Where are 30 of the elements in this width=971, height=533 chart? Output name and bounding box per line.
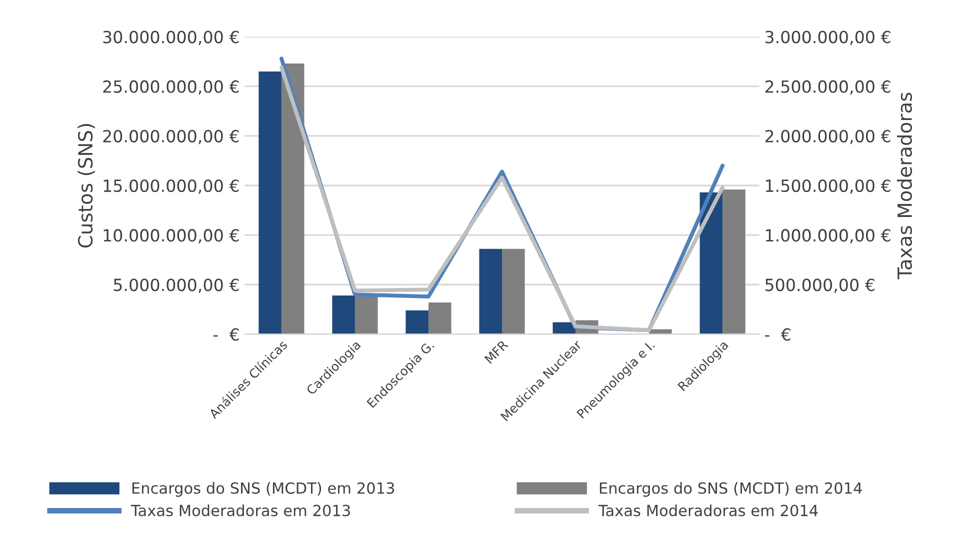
y-tick-label: 15.000.000,00 € (104, 179, 239, 194)
y2-tick-label: 500.000,00 € (765, 278, 874, 293)
y2-tick-label: 1.000.000,00 € (766, 229, 890, 244)
bar (332, 296, 355, 334)
bar (354, 294, 378, 334)
y2-axis-title: Taxas Moderadoras (896, 92, 912, 280)
bar (722, 189, 746, 334)
y-axis-title: Custos (SNS) (78, 124, 95, 248)
y-tick-label: 25.000.000,00 € (103, 80, 239, 95)
bar (406, 310, 428, 334)
legend-label: Encargos do SNS (MCDT) em 2013 (132, 482, 394, 497)
bar (428, 302, 452, 334)
y2-tick-label: 3.000.000,00 € (765, 30, 890, 46)
bar (502, 248, 525, 334)
y-tick-label: 30.000.000,00 € (103, 30, 239, 46)
legend-label: Encargos do SNS (MCDT) em 2014 (600, 482, 862, 497)
y2-tick-label: - € (765, 328, 790, 341)
bar (479, 248, 502, 334)
y2-tick-label: 2.500.000,00 € (765, 80, 890, 95)
y-tick-label: 20.000.000,00 € (103, 130, 239, 144)
bar (258, 71, 282, 334)
y-tick-label: 5.000.000,00 € (114, 278, 239, 293)
y-tick-label: - € (213, 328, 239, 341)
y-tick-label: 10.000.000,00 € (104, 229, 239, 244)
legend-label: Taxas Moderadoras em 2013 (130, 504, 350, 516)
bar (700, 192, 723, 334)
y2-tick-label: 2.000.000,00 € (765, 130, 890, 144)
y2-tick-label: 1.500.000,00 € (766, 179, 890, 194)
legend-label: Taxas Moderadoras em 2014 (598, 504, 818, 516)
bar (281, 64, 304, 334)
